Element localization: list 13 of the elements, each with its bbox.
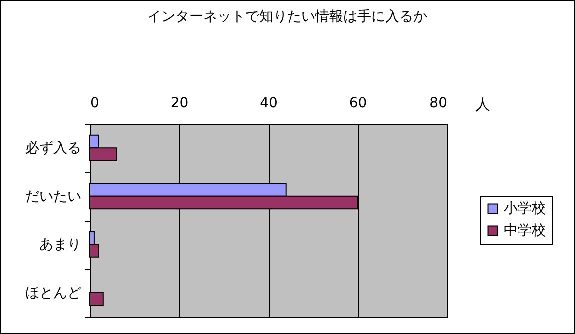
x-tick-label: 80 bbox=[430, 96, 448, 112]
x-tick-label: 20 bbox=[170, 96, 189, 112]
chart-title: インターネットで知りたい情報は手に入るか bbox=[148, 9, 428, 25]
legend-label: 中学校 bbox=[504, 223, 546, 239]
y-tick-label: だいたい bbox=[26, 188, 82, 205]
x-tick-label: 0 bbox=[90, 96, 100, 112]
x-tick-label: 40 bbox=[260, 96, 278, 112]
legend-label: 小学校 bbox=[504, 201, 546, 217]
y-tick-label: あまり bbox=[40, 237, 82, 254]
y-tick-label: ほとんど bbox=[26, 285, 82, 302]
x-tick-label: 60 bbox=[349, 96, 368, 112]
y-tick-label: 必ず入る bbox=[26, 140, 82, 157]
x-axis-title: 人 bbox=[476, 96, 490, 114]
